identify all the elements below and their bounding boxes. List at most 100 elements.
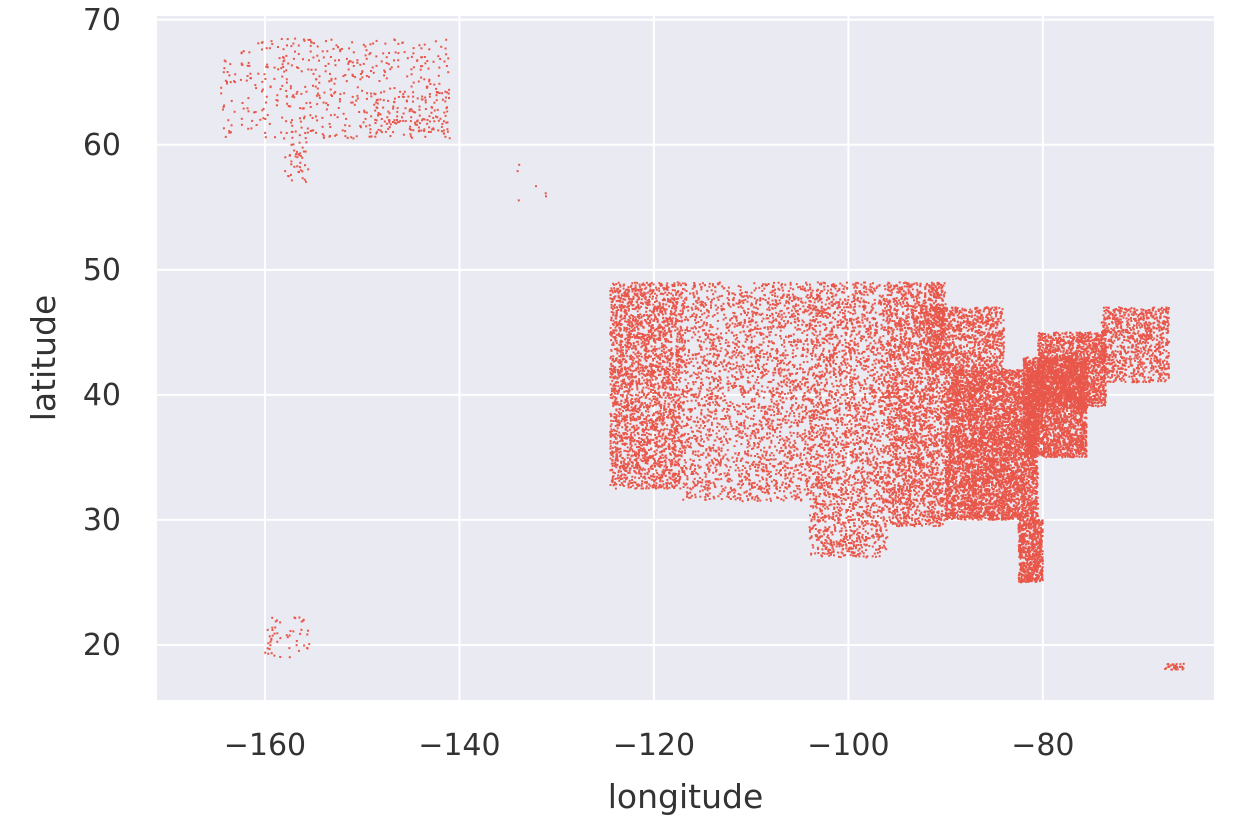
data-point (685, 316, 687, 318)
data-point (654, 434, 656, 436)
data-point (673, 480, 675, 482)
data-point (279, 637, 281, 639)
data-point (334, 114, 336, 116)
data-point (732, 299, 734, 301)
data-point (654, 390, 656, 392)
data-point (675, 401, 677, 403)
data-point (695, 353, 697, 355)
data-point (663, 414, 665, 416)
data-point (622, 467, 624, 469)
data-point (631, 395, 633, 397)
data-point (712, 326, 714, 328)
data-point (777, 363, 779, 365)
data-point (748, 317, 750, 319)
data-point (639, 373, 641, 375)
data-point (658, 290, 660, 292)
data-point (775, 458, 777, 460)
data-point (775, 320, 777, 322)
data-point (701, 378, 703, 380)
data-point (227, 71, 229, 73)
data-point (621, 334, 623, 336)
data-point (671, 469, 673, 471)
data-point (715, 304, 717, 306)
data-point (747, 403, 749, 405)
data-point (756, 484, 758, 486)
data-point (234, 111, 236, 113)
data-point (376, 131, 378, 133)
data-point (739, 371, 741, 373)
data-point (752, 370, 754, 372)
data-point (739, 385, 741, 387)
data-point (801, 466, 803, 468)
data-point (376, 99, 378, 101)
data-point (639, 313, 641, 315)
data-point (786, 377, 788, 379)
data-point (695, 472, 697, 474)
data-point (420, 77, 422, 79)
data-point (396, 119, 398, 121)
data-point (679, 381, 681, 383)
data-point (294, 51, 296, 53)
data-point (714, 395, 716, 397)
data-point (271, 627, 273, 629)
data-point (636, 398, 638, 400)
data-point (788, 290, 790, 292)
data-point (264, 73, 266, 75)
data-point (654, 464, 656, 466)
data-point (736, 362, 738, 364)
data-point (411, 56, 413, 58)
data-point (689, 375, 691, 377)
data-point (635, 471, 637, 473)
data-point (688, 349, 690, 351)
data-point (416, 124, 418, 126)
data-point (647, 415, 649, 417)
data-point (651, 345, 653, 347)
data-point (428, 48, 430, 50)
data-point (624, 481, 626, 483)
data-point (808, 371, 810, 373)
data-point (344, 135, 346, 137)
data-point (702, 422, 704, 424)
data-point (391, 66, 393, 68)
data-point (296, 151, 298, 153)
data-point (733, 315, 735, 317)
data-point (697, 402, 699, 404)
data-point (665, 482, 667, 484)
data-point (624, 328, 626, 330)
data-point (622, 352, 624, 354)
data-point (789, 316, 791, 318)
data-point (331, 95, 333, 97)
data-point (288, 175, 290, 177)
data-point (614, 436, 616, 438)
data-point (799, 308, 801, 310)
data-point (786, 296, 788, 298)
data-point (760, 421, 762, 423)
data-point (658, 385, 660, 387)
data-point (780, 375, 782, 377)
data-point (793, 313, 795, 315)
data-point (663, 412, 665, 414)
data-point (247, 107, 249, 109)
data-point (624, 317, 626, 319)
data-point (629, 337, 631, 339)
data-point (222, 109, 224, 111)
data-point (669, 411, 671, 413)
data-point (801, 459, 803, 461)
data-point (650, 330, 652, 332)
data-point (714, 372, 716, 374)
data-point (618, 411, 620, 413)
data-point (791, 300, 793, 302)
data-point (718, 376, 720, 378)
data-point (668, 434, 670, 436)
data-point (653, 339, 655, 341)
data-point (658, 392, 660, 394)
data-point (748, 441, 750, 443)
data-point (305, 137, 307, 139)
data-point (766, 308, 768, 310)
data-point (226, 81, 228, 83)
data-point (325, 70, 327, 72)
data-point (654, 301, 656, 303)
data-point (681, 426, 683, 428)
data-point (676, 428, 678, 430)
data-point (638, 455, 640, 457)
